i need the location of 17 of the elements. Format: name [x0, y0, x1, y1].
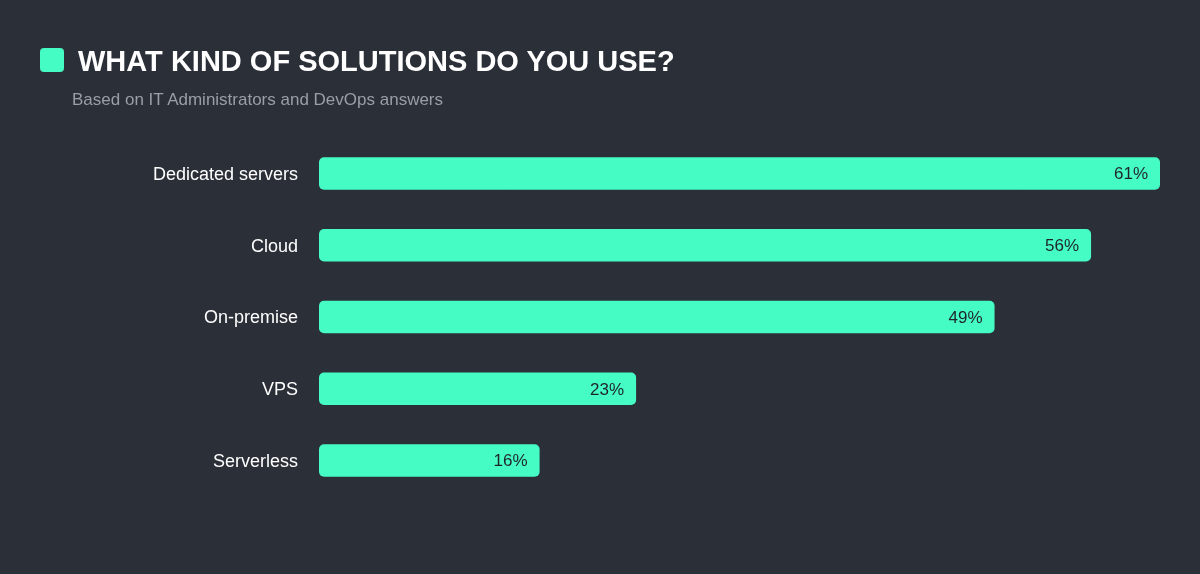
data-label: 16% — [493, 451, 528, 471]
y-tick-label: Serverless — [212, 450, 298, 471]
data-label: 49% — [948, 307, 983, 327]
chart-subtitle: Based on IT Administrators and DevOps answers — [72, 90, 444, 109]
y-tick-label: Dedicated servers — [152, 163, 298, 184]
bar — [319, 372, 637, 405]
y-tick-label: Cloud — [250, 235, 298, 256]
chart-title: WHAT KIND OF SOLUTIONS DO YOU USE? — [78, 45, 675, 77]
y-tick-label: On-premise — [203, 307, 298, 328]
bar — [319, 300, 995, 334]
bar — [319, 229, 1092, 262]
bar — [319, 157, 1160, 190]
data-label: 61% — [1113, 164, 1148, 184]
y-tick-label: VPS — [261, 379, 298, 400]
data-label: 56% — [1045, 236, 1080, 256]
data-label: 23% — [590, 379, 625, 399]
bar — [319, 444, 540, 477]
